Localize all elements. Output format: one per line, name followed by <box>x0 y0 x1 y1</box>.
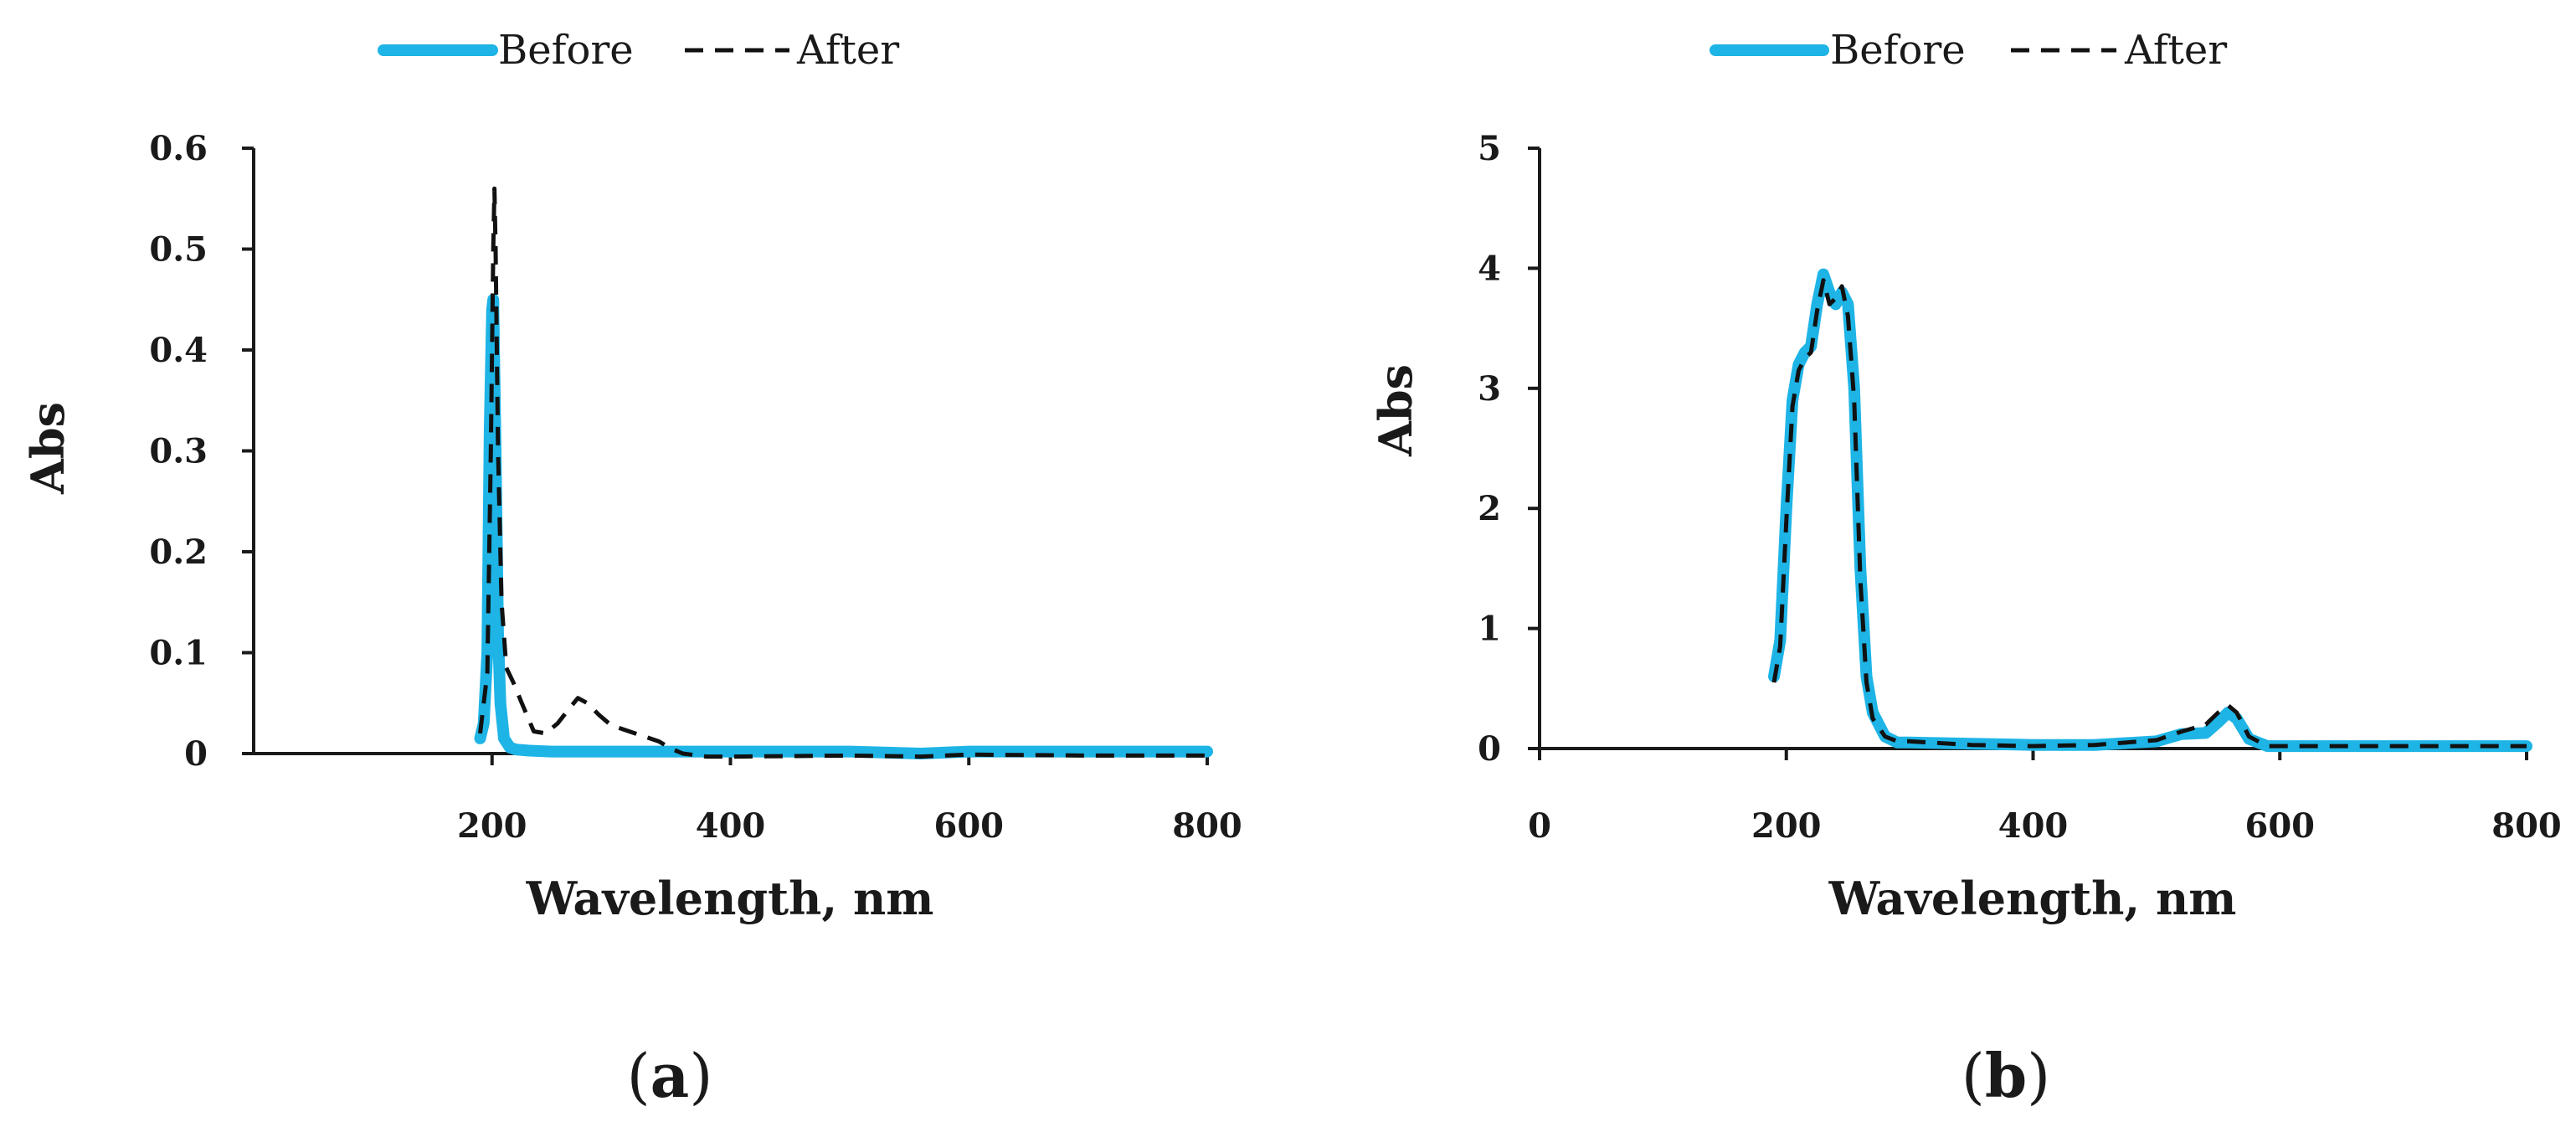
x-tick-label: 800 <box>1172 806 1242 846</box>
panel-label-a: (a) <box>627 1040 713 1111</box>
y-tick-label: 4 <box>1478 249 1501 288</box>
y-tick-label: 0 <box>1478 729 1501 769</box>
y-tick-label: 0.4 <box>149 331 208 370</box>
y-tick-label: 5 <box>1478 129 1501 168</box>
x-axis-title: Wavelength, nm <box>526 872 934 925</box>
x-tick-label: 800 <box>2491 806 2562 846</box>
legend-label-after: After <box>2124 27 2227 74</box>
x-tick-label: 400 <box>1998 806 2069 846</box>
y-tick-label: 2 <box>1478 489 1501 528</box>
series-line-after <box>478 186 1207 759</box>
chart-panel-a: 0 0.1 0.2 0.3 0.4 0.5 0.6 200 400 600 800 Wavelengt… <box>21 27 1242 925</box>
x-tick-label: 400 <box>696 806 766 846</box>
y-axis-title: Abs <box>21 402 75 495</box>
legend-label-before: Before <box>1830 27 1966 74</box>
chart-panel-b: 0 1 2 3 4 5 0 200 400 600 800 Wavelength, nm Abs Befo… <box>1369 27 2562 925</box>
x-tick-label: 600 <box>934 806 1005 846</box>
y-tick-label: 0.2 <box>149 533 208 572</box>
y-tick-label: 1 <box>1478 610 1501 649</box>
y-axis-title: Abs <box>1369 364 1422 457</box>
x-tick-label: 600 <box>2245 806 2316 846</box>
x-axis-title: Wavelength, nm <box>1828 872 2237 925</box>
x-tick-label: 0 <box>1528 806 1551 846</box>
y-tick-label: 0.5 <box>149 230 208 270</box>
y-tick-label: 0.6 <box>149 129 208 168</box>
legend-label-before: Before <box>498 27 634 74</box>
legend-label-after: After <box>796 27 899 74</box>
y-tick-label: 3 <box>1478 369 1501 409</box>
x-tick-label: 200 <box>457 806 527 846</box>
y-tick-label: 0.1 <box>149 634 208 673</box>
panel-label-b: (b) <box>1962 1040 2051 1111</box>
y-tick-label: 0 <box>184 734 208 774</box>
series-line-after <box>1771 278 2527 749</box>
x-tick-label: 200 <box>1751 806 1822 846</box>
y-tick-label: 0.3 <box>149 432 208 471</box>
series-line-before <box>1768 268 2532 753</box>
series-line-before <box>474 293 1213 759</box>
